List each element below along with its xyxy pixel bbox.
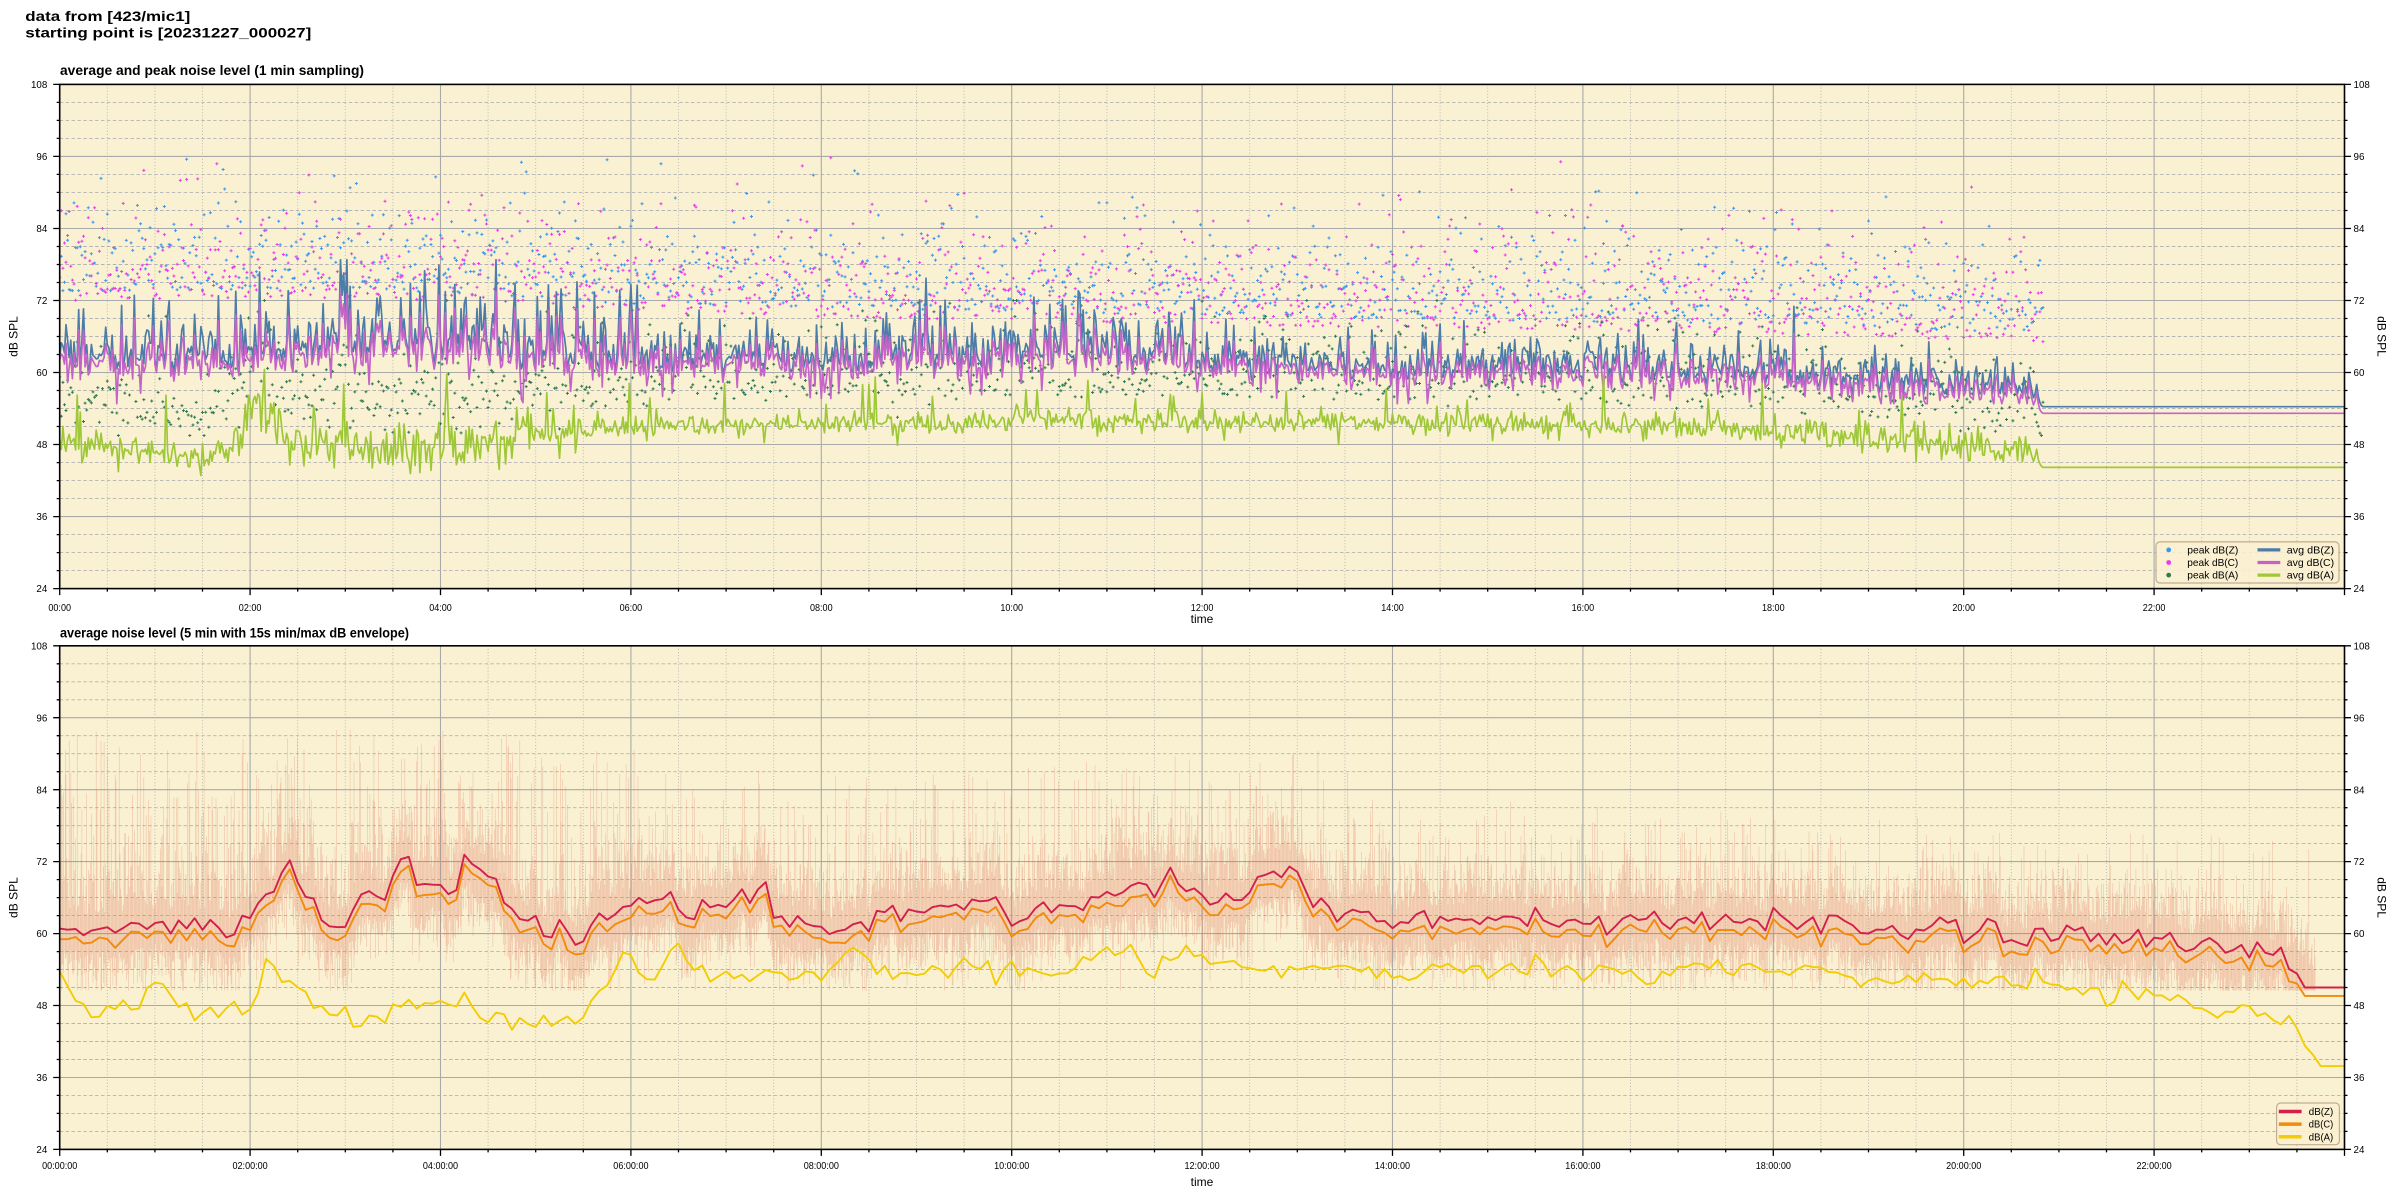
svg-text:02:00: 02:00 <box>239 603 262 614</box>
svg-text:20:00:00: 20:00:00 <box>1946 1161 1981 1172</box>
svg-text:08:00:00: 08:00:00 <box>804 1161 839 1172</box>
svg-text:avg dB(C): avg dB(C) <box>2287 558 2334 569</box>
svg-text:24: 24 <box>36 1145 47 1156</box>
svg-text:60: 60 <box>36 368 47 379</box>
svg-text:00:00: 00:00 <box>48 603 71 614</box>
svg-text:48: 48 <box>2354 1001 2365 1012</box>
svg-text:22:00: 22:00 <box>2143 603 2166 614</box>
svg-text:108: 108 <box>31 641 48 652</box>
svg-text:02:00:00: 02:00:00 <box>233 1161 268 1172</box>
svg-text:48: 48 <box>36 440 47 451</box>
svg-text:06:00:00: 06:00:00 <box>613 1161 648 1172</box>
svg-text:dB(C): dB(C) <box>2309 1120 2333 1131</box>
svg-text:96: 96 <box>36 713 47 724</box>
svg-text:00:00:00: 00:00:00 <box>42 1161 77 1172</box>
svg-text:72: 72 <box>2354 296 2365 307</box>
svg-text:48: 48 <box>2354 440 2365 451</box>
svg-text:dB SPL: dB SPL <box>7 316 21 357</box>
svg-text:dB SPL: dB SPL <box>7 877 21 918</box>
svg-text:96: 96 <box>2354 152 2365 163</box>
svg-text:10:00: 10:00 <box>1000 603 1023 614</box>
svg-text:10:00:00: 10:00:00 <box>994 1161 1029 1172</box>
svg-text:84: 84 <box>2354 224 2365 235</box>
svg-text:24: 24 <box>36 584 47 595</box>
svg-text:12:00: 12:00 <box>1191 603 1214 614</box>
svg-text:data from [423/mic1]: data from [423/mic1] <box>25 8 190 24</box>
svg-text:108: 108 <box>2354 641 2371 652</box>
svg-text:avg dB(Z): avg dB(Z) <box>2287 546 2334 557</box>
svg-text:60: 60 <box>2354 368 2365 379</box>
svg-text:96: 96 <box>2354 713 2365 724</box>
svg-text:16:00: 16:00 <box>1572 603 1595 614</box>
svg-text:36: 36 <box>2354 512 2365 523</box>
svg-text:18:00: 18:00 <box>1762 603 1785 614</box>
svg-text:36: 36 <box>36 512 47 523</box>
svg-text:average and peak noise level (: average and peak noise level (1 min samp… <box>60 63 364 78</box>
svg-text:starting point is [20231227_00: starting point is [20231227_000027] <box>25 25 311 41</box>
svg-text:84: 84 <box>36 785 47 796</box>
svg-text:avg dB(A): avg dB(A) <box>2287 571 2334 582</box>
svg-text:84: 84 <box>36 224 47 235</box>
svg-text:48: 48 <box>36 1001 47 1012</box>
svg-text:72: 72 <box>36 857 47 868</box>
svg-text:60: 60 <box>2354 929 2365 940</box>
svg-text:14:00: 14:00 <box>1381 603 1404 614</box>
svg-text:peak dB(Z): peak dB(Z) <box>2187 546 2238 557</box>
svg-text:time: time <box>1191 1175 1214 1189</box>
svg-text:04:00: 04:00 <box>429 603 452 614</box>
svg-text:72: 72 <box>2354 857 2365 868</box>
svg-text:72: 72 <box>36 296 47 307</box>
svg-text:108: 108 <box>31 80 48 91</box>
svg-text:96: 96 <box>36 152 47 163</box>
svg-text:36: 36 <box>2354 1073 2365 1084</box>
svg-text:16:00:00: 16:00:00 <box>1565 1161 1600 1172</box>
svg-text:dB(Z): dB(Z) <box>2309 1107 2333 1118</box>
svg-text:peak dB(C): peak dB(C) <box>2187 558 2238 569</box>
svg-text:12:00:00: 12:00:00 <box>1185 1161 1220 1172</box>
svg-text:60: 60 <box>36 929 47 940</box>
svg-text:average noise level (5 min wit: average noise level (5 min with 15s min/… <box>60 625 409 640</box>
svg-text:84: 84 <box>2354 785 2365 796</box>
svg-text:20:00: 20:00 <box>1952 603 1975 614</box>
svg-text:18:00:00: 18:00:00 <box>1756 1161 1791 1172</box>
svg-text:dB(A): dB(A) <box>2309 1132 2333 1143</box>
svg-text:22:00:00: 22:00:00 <box>2137 1161 2172 1172</box>
svg-text:04:00:00: 04:00:00 <box>423 1161 458 1172</box>
svg-text:06:00: 06:00 <box>620 603 643 614</box>
svg-text:peak dB(A): peak dB(A) <box>2187 571 2238 582</box>
svg-text:14:00:00: 14:00:00 <box>1375 1161 1410 1172</box>
svg-text:24: 24 <box>2354 1145 2365 1156</box>
svg-text:36: 36 <box>36 1073 47 1084</box>
svg-text:dB SPL: dB SPL <box>2375 877 2389 918</box>
svg-text:108: 108 <box>2354 80 2371 91</box>
svg-text:time: time <box>1191 612 1214 626</box>
svg-text:dB SPL: dB SPL <box>2375 316 2389 357</box>
svg-text:08:00: 08:00 <box>810 603 833 614</box>
svg-text:24: 24 <box>2354 584 2365 595</box>
